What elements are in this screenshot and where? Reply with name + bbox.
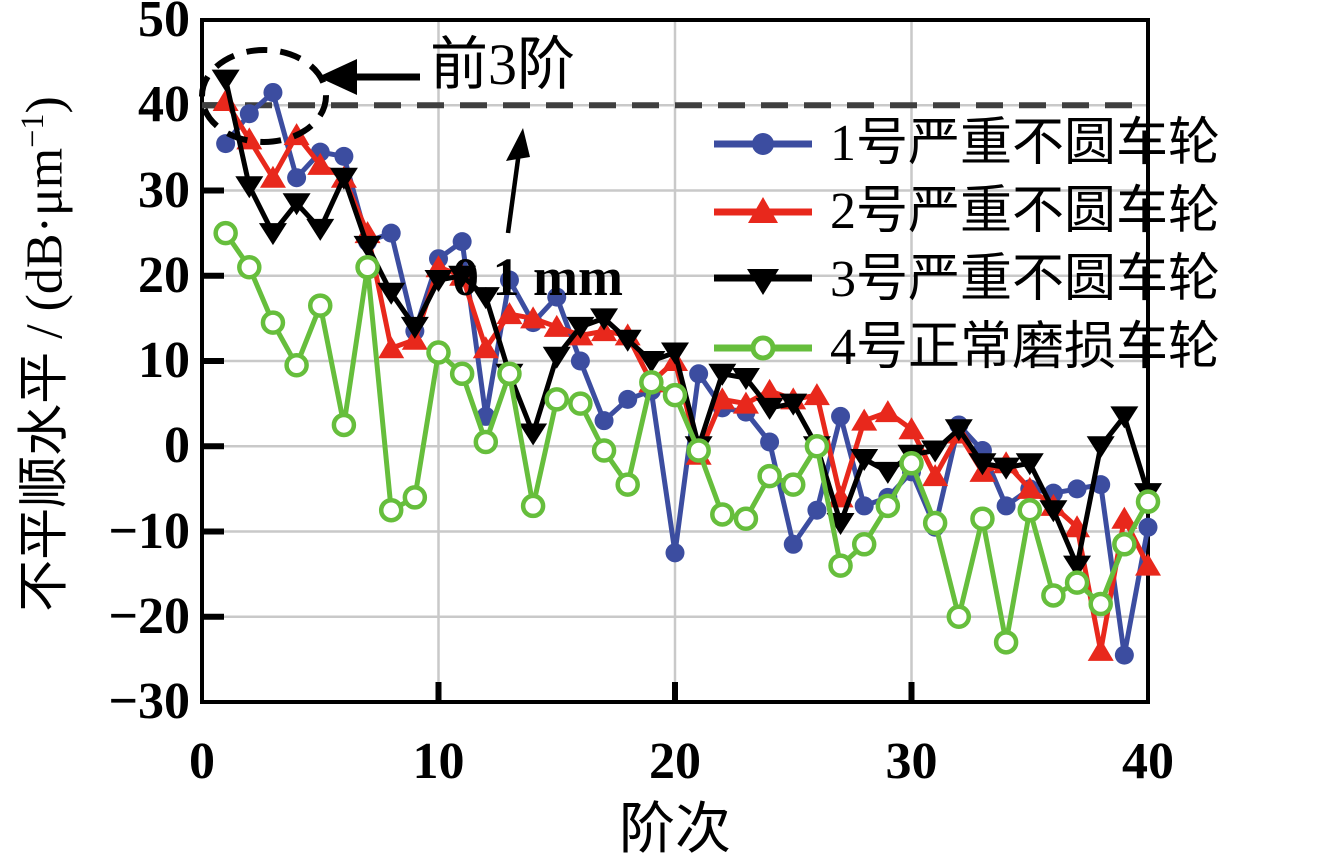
- legend-sample-green-open-circle-icon: [714, 335, 812, 361]
- legend-label-series1: 1号严重不圆车轮: [830, 115, 1221, 172]
- y-tick-label: −10: [108, 502, 190, 560]
- y-tick-label: −30: [108, 673, 190, 730]
- y-tick-label: 20: [138, 246, 190, 304]
- y-axis-title: 不平顺水平 / (dB·μm−1): [12, 16, 77, 692]
- y-tick-label: 40: [138, 76, 190, 134]
- legend-label-series3: 3号严重不圆车轮: [830, 251, 1221, 308]
- y-axis-title-close: ): [16, 96, 74, 114]
- front3-arrow-icon: [318, 59, 420, 95]
- legend-sample-red-triangle-up-icon: [714, 197, 812, 223]
- x-tick-label: 30: [885, 733, 938, 790]
- y-tick-label: −20: [108, 587, 190, 645]
- front3-dashed-ellipse: [199, 47, 329, 145]
- legend-label-series4: 4号正常磨损车轮: [830, 319, 1221, 376]
- y-tick-label: 0: [164, 417, 190, 475]
- y-tick-label: 50: [138, 0, 190, 48]
- legend-row-series2: 2号严重不圆车轮: [710, 178, 1220, 246]
- legend-row-series4: 4号正常磨损车轮: [710, 314, 1220, 382]
- y-axis-title-superscript: −1: [14, 113, 50, 148]
- axis-ticks: [202, 102, 915, 702]
- legend-row-series1: 1号严重不圆车轮: [710, 110, 1220, 178]
- y-axis-title-text: 不平顺水平 / (dB·μm: [16, 147, 74, 612]
- legend-sample-black-triangle-down-icon: [714, 269, 812, 295]
- x-tick-label: 10: [412, 733, 465, 790]
- legend-row-series3: 3号严重不圆车轮: [710, 246, 1220, 314]
- legend-sample-blue-circle-icon: [714, 133, 812, 155]
- annotation-ref-label: 0.1 mm: [452, 247, 623, 307]
- ref-line-arrow-icon: [505, 128, 530, 234]
- legend: 1号严重不圆车轮 2号严重不圆车轮 3号严重不圆车轮 4号正常磨损车轮: [710, 110, 1220, 382]
- series-4-path: [223, 231, 1151, 643]
- x-tick-label: 40: [1122, 733, 1174, 790]
- legend-label-series2: 2号严重不圆车轮: [830, 183, 1221, 240]
- x-tick-label: 20: [649, 733, 701, 790]
- series-4-line: [213, 220, 1161, 655]
- x-tick-label: 0: [189, 733, 215, 790]
- y-tick-label: 10: [138, 332, 190, 389]
- y-tick-label: 30: [138, 161, 190, 219]
- x-axis-title: 阶次: [619, 799, 731, 861]
- annotation-front3-label: 前3阶: [430, 32, 576, 97]
